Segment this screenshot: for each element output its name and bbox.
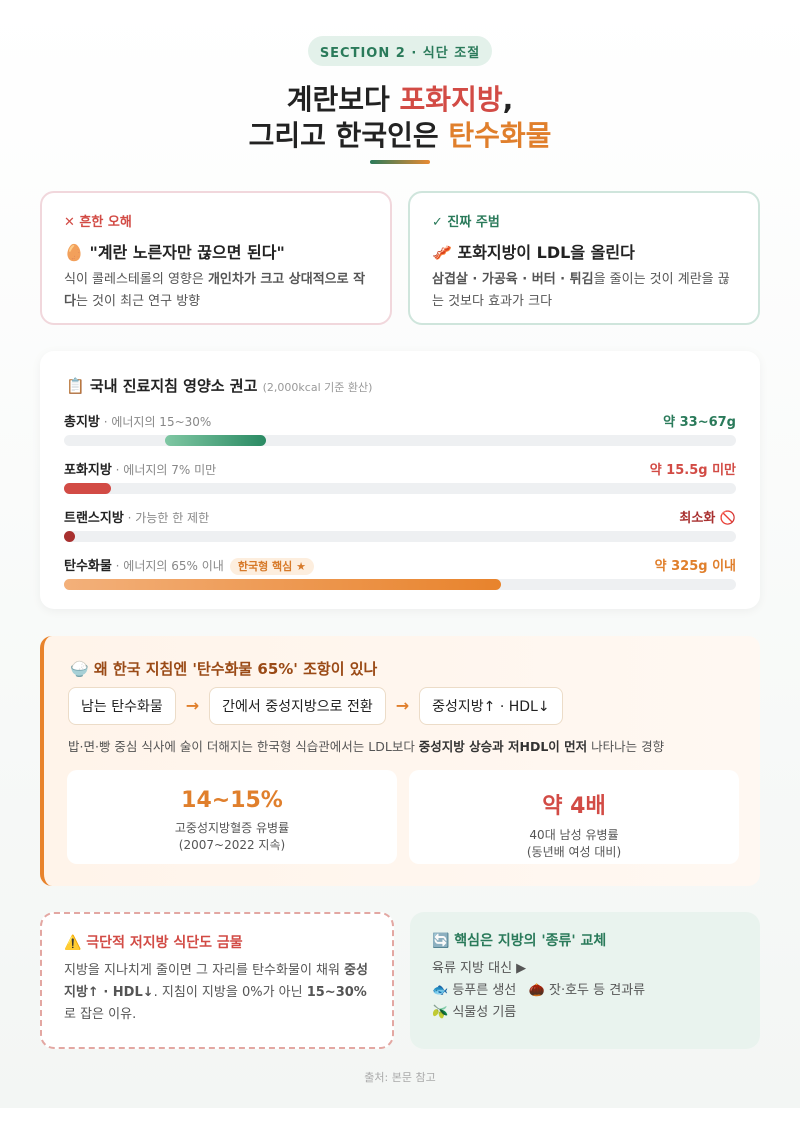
row-name: 총지방 xyxy=(64,415,100,430)
stat-value: 14~15% xyxy=(181,788,283,813)
text-bold: 중성지방↑ · HDL↓ xyxy=(64,963,369,1000)
truth-card: ✓ 진짜 주범 🥓 포화지방이 LDL을 올린다 삼겹살 · 가공육 · 버터 … xyxy=(408,191,760,325)
text: 로 잡은 이유. xyxy=(64,1007,137,1022)
title-line: 계란보다 포화지방, xyxy=(0,78,800,118)
myth-card: ✕ 흔한 오해 🥚 "계란 노른자만 끊으면 된다" 식이 콜레스테롤의 영향은… xyxy=(40,191,392,325)
flow-arrow: → xyxy=(185,696,200,715)
bar-track xyxy=(64,531,736,542)
why-box: 🍚 왜 한국 지침엔 '탄수화물 65%' 조항이 있나 남는 탄수화물 → 간에서… xyxy=(40,636,760,886)
item: 🐟 등푸른 생선 xyxy=(432,983,517,998)
card-heading: ⚠️ 극단적 저지방 식단도 금물 xyxy=(64,935,243,951)
badge: 한국형 핵심 ★ xyxy=(229,558,314,575)
why-desc: 밥·면·빵 중심 식사에 술이 더해지는 한국형 식습관에서는 LDL보다 중성… xyxy=(68,736,664,755)
guide-row: 탄수화물 · 에너지의 65% 이내 한국형 핵심 ★ 약 325g 이내 xyxy=(64,555,736,595)
key-items: 🐟 등푸른 생선 🌰 잣·호두 등 견과류 xyxy=(432,980,738,1002)
guide-row: 포화지방 · 에너지의 7% 미만 약 15.5g 미만 xyxy=(64,459,736,499)
warning-card: ⚠️ 극단적 저지방 식단도 금물 지방을 지나치게 줄이면 그 자리를 탄수화… xyxy=(40,912,394,1049)
stat-card: 약 4배 40대 남성 유병률 (동년배 여성 대비) xyxy=(409,770,739,864)
bar-fill xyxy=(64,531,75,542)
bar-track xyxy=(64,435,736,446)
why-title: 🍚 왜 한국 지침엔 '탄수화물 65%' 조항이 있나 xyxy=(70,658,377,679)
text: 밥·면·빵 중심 식사에 술이 더해지는 한국형 식습관에서는 LDL보다 xyxy=(68,739,419,754)
card-heading: 🔄 핵심은 지방의 '종류' 교체 xyxy=(432,933,607,949)
row-value: 약 33~67g xyxy=(663,415,736,430)
card-desc: 지방을 지나치게 줄이면 그 자리를 탄수화물이 채워 중성지방↑ · HDL↓… xyxy=(64,960,370,1026)
bar-fill xyxy=(64,579,501,590)
bar-fill xyxy=(164,435,266,446)
key-items: 🫒 식물성 기름 xyxy=(432,1002,738,1024)
row-value: 약 325g 이내 xyxy=(654,559,736,574)
divider xyxy=(370,160,430,164)
text: 나타나는 경향 xyxy=(587,739,665,754)
bar-track xyxy=(64,579,736,590)
item: 🌰 잣·호두 등 견과류 xyxy=(528,983,646,998)
row-desc: · 에너지의 15~30% xyxy=(99,415,212,429)
row-name: 트랜스지방 xyxy=(64,511,124,526)
text: . 지침이 지방을 0%가 아닌 xyxy=(153,985,307,1000)
card-tag: ✕ 흔한 오해 xyxy=(64,215,132,230)
note: (2,000kcal 기준 환산) xyxy=(262,381,373,394)
row-value: 약 15.5g 미만 xyxy=(649,463,736,478)
row-desc: · 에너지의 7% 미만 xyxy=(111,463,217,477)
bar-track xyxy=(64,483,736,494)
text: 🍚 왜 한국 지침엔 ' xyxy=(70,660,197,678)
text: ' 조항이 있나 xyxy=(293,660,378,678)
card-heading: 🥚 "계란 노른자만 끊으면 된다" xyxy=(64,243,285,262)
item: 🫒 식물성 기름 xyxy=(432,1005,517,1020)
text-bold: 15~30% xyxy=(306,985,367,1000)
text: 지방을 지나치게 줄이면 그 자리를 탄수화물이 채워 xyxy=(64,963,345,978)
text: 식이 콜레스테롤의 영향은 xyxy=(64,272,208,287)
title-highlight: 포화지방 xyxy=(399,83,503,116)
card-desc: 식이 콜레스테롤의 영향은 개인차가 크고 상대적으로 작다는 것이 최근 연구… xyxy=(64,269,368,313)
title-highlight: 탄수화물 xyxy=(448,119,552,152)
stat-card: 14~15% 고중성지방혈증 유병률 (2007~2022 지속) xyxy=(67,770,397,864)
text-bold: 삼겹살 · 가공육 · 버터 · 튀김 xyxy=(432,272,594,287)
flow-step: 간에서 중성지방으로 전환 xyxy=(209,687,386,725)
text: 는 것이 최근 연구 방향 xyxy=(75,294,201,309)
stat-sub: (2007~2022 지속) xyxy=(178,838,286,852)
key-card: 🔄 핵심은 지방의 '종류' 교체 육류 지방 대신 ▶ 🐟 등푸른 생선 🌰 … xyxy=(410,912,760,1049)
bar-fill xyxy=(64,483,112,494)
row-name: 포화지방 xyxy=(64,463,112,478)
guide-title: 📋 국내 진료지침 영양소 권고 (2,000kcal 기준 환산) xyxy=(66,375,372,396)
text: 탄수화물 65% xyxy=(196,660,294,678)
stat-value: 약 4배 xyxy=(542,794,606,819)
guide-row: 총지방 · 에너지의 15~30% 약 33~67g xyxy=(64,411,736,451)
title-line: 그리고 한국인은 탄수화물 xyxy=(0,114,800,154)
text-bold: 중성지방 상승과 저HDL이 먼저 xyxy=(418,739,588,754)
flow-step: 남는 탄수화물 xyxy=(68,687,176,725)
flow: 남는 탄수화물 → 간에서 중성지방으로 전환 → 중성지방↑ · HDL↓ xyxy=(68,687,563,725)
flow-step: 중성지방↑ · HDL↓ xyxy=(419,687,563,725)
stat-label: 40대 남성 유병률 xyxy=(529,828,619,842)
row-value: 최소화 🚫 xyxy=(679,511,736,526)
row-desc: · 에너지의 65% 이내 xyxy=(111,559,224,573)
row-name: 탄수화물 xyxy=(64,559,112,574)
text: 을 줄이는 것이 계란을 끊는 것보다 효과가 크다 xyxy=(432,272,730,309)
footer: 출처: 본문 참고 xyxy=(364,1071,436,1084)
guide-card: 📋 국내 진료지침 영양소 권고 (2,000kcal 기준 환산) 총지방 ·… xyxy=(40,351,760,609)
stat-sub: (동년배 여성 대비) xyxy=(526,845,622,859)
card-lead: 육류 지방 대신 ▶ xyxy=(432,961,527,976)
icon: 📋 xyxy=(66,377,85,395)
title-text: 그리고 한국인은 xyxy=(248,119,449,152)
row-desc: · 가능한 한 제한 xyxy=(123,511,210,525)
flow-arrow: → xyxy=(395,696,410,715)
card-tag: ✓ 진짜 주범 xyxy=(432,215,500,230)
title-text: , xyxy=(502,83,514,116)
guide-row: 트랜스지방 · 가능한 한 제한 최소화 🚫 xyxy=(64,507,736,547)
card-heading: 🥓 포화지방이 LDL을 올린다 xyxy=(432,243,635,262)
section-badge: SECTION 2 · 식단 조절 xyxy=(308,36,492,66)
text-bold: 개인차가 크고 상대적으로 작다 xyxy=(64,272,366,309)
stat-label: 고중성지방혈증 유병률 xyxy=(174,821,290,835)
text: 국내 진료지침 영양소 권고 xyxy=(89,377,258,395)
title-text: 계란보다 xyxy=(286,83,400,116)
card-desc: 삼겹살 · 가공육 · 버터 · 튀김을 줄이는 것이 계란을 끊는 것보다 효… xyxy=(432,269,736,313)
